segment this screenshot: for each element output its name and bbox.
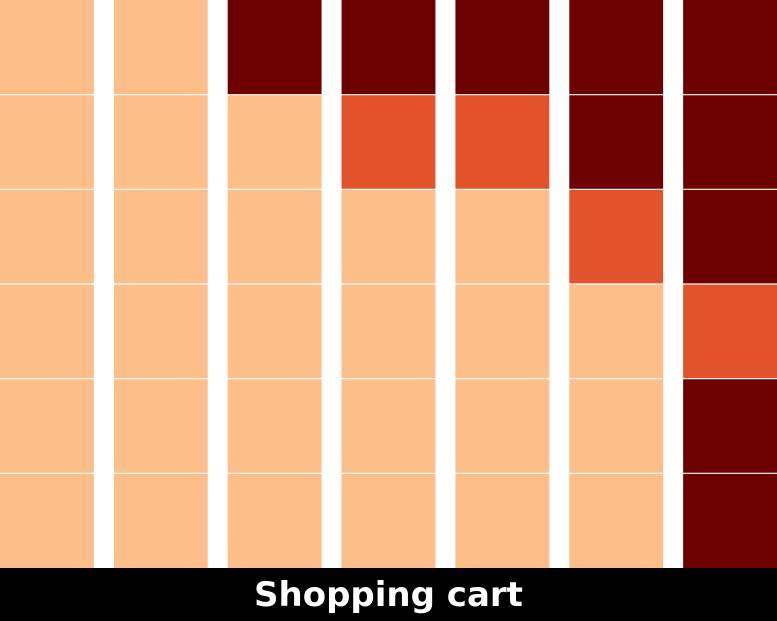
heatmap-cell-r5-c2 xyxy=(227,473,322,568)
heatmap-cell-r1-c5 xyxy=(569,94,664,190)
footer-bar: Shopping cart xyxy=(0,568,777,621)
heatmap-cell-r1-c3 xyxy=(341,94,436,190)
heatmap-cell-r3-c3 xyxy=(341,284,436,379)
heatmap-cell-r5-c1 xyxy=(113,473,208,568)
heatmap-cell-r0-c2 xyxy=(227,0,322,95)
heatmap-cell-r3-c0 xyxy=(0,284,94,379)
heatmap-cell-r0-c5 xyxy=(569,0,664,95)
heatmap-cell-r2-c6 xyxy=(683,189,777,284)
heatmap-cell-r1-c2 xyxy=(227,94,322,190)
heatmap-cell-r3-c4 xyxy=(455,284,550,379)
heatmap-cell-r4-c1 xyxy=(113,378,208,474)
heatmap-cell-r1-c4 xyxy=(455,94,550,190)
heatmap-cell-r4-c6 xyxy=(683,378,777,474)
heatmap-cell-r0-c3 xyxy=(341,0,436,95)
heatmap-cell-r3-c1 xyxy=(113,284,208,379)
heatmap-cell-r0-c1 xyxy=(113,0,208,95)
heatmap-cell-r2-c2 xyxy=(227,189,322,284)
x-axis-label: Shopping cart xyxy=(254,574,523,615)
heatmap-cell-r3-c5 xyxy=(569,284,664,379)
heatmap-cell-r1-c1 xyxy=(113,94,208,190)
heatmap-cell-r2-c3 xyxy=(341,189,436,284)
heatmap-cell-r0-c4 xyxy=(455,0,550,95)
heatmap-cell-r4-c3 xyxy=(341,378,436,474)
heatmap-cell-r1-c0 xyxy=(0,94,94,190)
heatmap-cell-r3-c2 xyxy=(227,284,322,379)
heatmap-cell-r2-c5 xyxy=(569,189,664,284)
heatmap-cell-r4-c4 xyxy=(455,378,550,474)
heatmap-cell-r4-c5 xyxy=(569,378,664,474)
heatmap-grid xyxy=(0,0,777,568)
heatmap-cell-r2-c1 xyxy=(113,189,208,284)
heatmap-cell-r5-c3 xyxy=(341,473,436,568)
heatmap-cell-r3-c6 xyxy=(683,284,777,379)
heatmap-cell-r2-c4 xyxy=(455,189,550,284)
heatmap-cell-r4-c0 xyxy=(0,378,94,474)
heatmap-cell-r5-c6 xyxy=(683,473,777,568)
heatmap-cell-r5-c0 xyxy=(0,473,94,568)
heatmap-cell-r0-c6 xyxy=(683,0,777,95)
heatmap-cell-r2-c0 xyxy=(0,189,94,284)
heatmap-cell-r0-c0 xyxy=(0,0,94,95)
heatmap-cell-r1-c6 xyxy=(683,94,777,190)
heatmap-cell-r4-c2 xyxy=(227,378,322,474)
heatmap-cell-r5-c4 xyxy=(455,473,550,568)
heatmap-cell-r5-c5 xyxy=(569,473,664,568)
